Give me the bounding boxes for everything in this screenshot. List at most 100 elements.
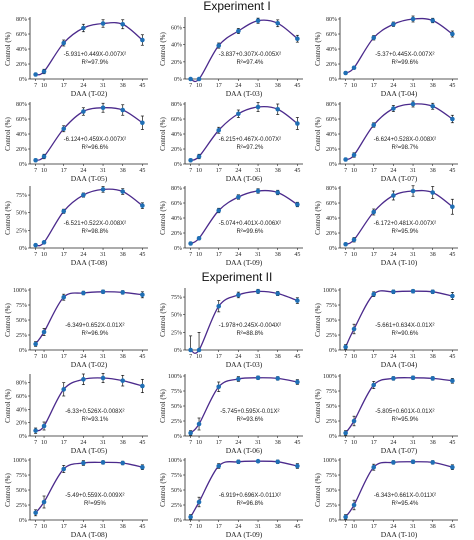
regression-equation: -5.805+0.601X-0.01X² (375, 409, 434, 415)
y-tick-label: 25% (16, 503, 27, 509)
x-tick-label: 17 (61, 524, 67, 530)
y-axis-label: Control (%) (159, 117, 167, 151)
data-point (120, 290, 126, 295)
panel-1-daa-t-04-: 0% 20% 40% 60% 80% 7 10 17 24 31 38 45 Control (%) DA… (314, 15, 458, 98)
data-point (196, 154, 202, 159)
x-tick-label: 45 (449, 168, 455, 174)
x-tick-label: 10 (41, 168, 47, 174)
data-point (140, 292, 145, 298)
data-point (371, 291, 377, 297)
data-point (41, 499, 47, 505)
data-point (236, 376, 241, 382)
y-tick-label: 50% (171, 488, 182, 494)
data-point (100, 460, 106, 465)
x-tick-label: 7 (189, 83, 192, 89)
x-axis-label: DAA (T-05) (71, 174, 108, 183)
x-tick-label: 45 (139, 440, 145, 446)
x-axis-label: DAA (T-03) (226, 360, 263, 369)
data-point (100, 375, 106, 381)
x-tick-label: 38 (120, 252, 126, 258)
data-point (188, 76, 193, 82)
y-tick-label: 80% (16, 102, 27, 108)
y-tick-label: 60% (171, 117, 182, 123)
x-tick-label: 7 (189, 168, 192, 174)
x-axis-label: DAA (T-09) (226, 258, 263, 267)
x-tick-label: 31 (410, 524, 416, 530)
x-tick-label: 7 (189, 252, 192, 258)
y-tick-label: 25% (171, 330, 182, 336)
data-point (295, 202, 300, 207)
x-tick-label: 38 (120, 354, 126, 360)
data-point (295, 36, 300, 42)
data-point (188, 514, 193, 520)
x-axis-label: DAA (T-04) (381, 89, 418, 98)
x-tick-label: 38 (275, 83, 281, 89)
data-point (140, 203, 145, 208)
x-tick-label: 10 (196, 168, 202, 174)
panel-2-daa-t-02-: 0% 25% 50% 75% 100% 7 10 17 24 31 38 45 Control (%) D… (4, 288, 148, 369)
panel-1-daa-t-02-: 0% 20% 40% 60% 80% 7 10 17 24 31 38 45 Control (%) DA… (4, 17, 148, 98)
x-tick-label: 45 (449, 524, 455, 530)
data-point (81, 460, 86, 466)
data-point (41, 329, 47, 335)
data-point (33, 510, 38, 516)
x-tick-label: 38 (430, 524, 436, 530)
panel-1-daa-t-08-: 0% 25% 50% 75% 7 10 17 24 31 38 45 Control (%) DAA (… (4, 186, 148, 267)
x-tick-label: 24 (390, 83, 396, 89)
y-tick-label: 0% (174, 246, 182, 252)
y-axis-label: Control (%) (314, 473, 322, 507)
y-axis-label: Control (%) (314, 117, 322, 151)
data-point (391, 193, 396, 198)
x-tick-label: 38 (430, 252, 436, 258)
data-point (41, 69, 47, 74)
y-tick-label: 60% (326, 117, 337, 123)
data-point (120, 107, 126, 113)
y-tick-label: 40% (171, 43, 182, 49)
y-tick-label: 20% (326, 62, 337, 68)
y-tick-label: 50% (16, 211, 27, 217)
data-point (81, 192, 86, 198)
x-tick-label: 17 (216, 83, 222, 89)
y-tick-label: 75% (16, 193, 27, 199)
fit-curve (190, 19, 298, 83)
fit-curve (190, 105, 298, 161)
regression-equation: -6.215+0.467X-0.007X² (219, 137, 282, 143)
x-tick-label: 24 (390, 354, 396, 360)
x-tick-label: 7 (344, 524, 347, 530)
data-point (61, 294, 67, 300)
x-tick-label: 24 (235, 440, 241, 446)
y-tick-label: 80% (16, 17, 27, 23)
y-tick-label: 40% (171, 132, 182, 138)
data-point (81, 109, 86, 114)
data-point (216, 463, 222, 469)
y-tick-label: 100% (168, 374, 182, 380)
x-tick-label: 10 (196, 354, 202, 360)
y-tick-label: 60% (16, 32, 27, 38)
x-tick-label: 24 (235, 524, 241, 530)
data-point (255, 188, 261, 194)
x-tick-label: 38 (430, 168, 436, 174)
data-point (120, 21, 126, 27)
x-tick-label: 45 (139, 354, 145, 360)
fit-curve (345, 189, 453, 245)
data-point (196, 421, 202, 427)
data-point (236, 194, 241, 200)
x-tick-label: 24 (390, 440, 396, 446)
fit-curve (190, 460, 298, 518)
data-point (343, 514, 348, 520)
data-point (450, 293, 455, 299)
regression-equation: -5.661+0.634X-0.01X² (375, 323, 434, 329)
data-point (196, 499, 202, 505)
y-tick-label: 100% (323, 458, 337, 464)
y-tick-label: 50% (326, 318, 337, 324)
y-tick-label: 0% (19, 162, 27, 168)
x-tick-label: 24 (235, 83, 241, 89)
y-axis-label: Control (%) (314, 303, 322, 337)
data-point (120, 378, 126, 383)
data-point (140, 383, 145, 389)
data-point (216, 208, 222, 213)
data-point (100, 187, 106, 192)
data-point (216, 127, 222, 133)
x-tick-label: 31 (100, 440, 106, 446)
y-tick-label: 0% (329, 348, 337, 354)
